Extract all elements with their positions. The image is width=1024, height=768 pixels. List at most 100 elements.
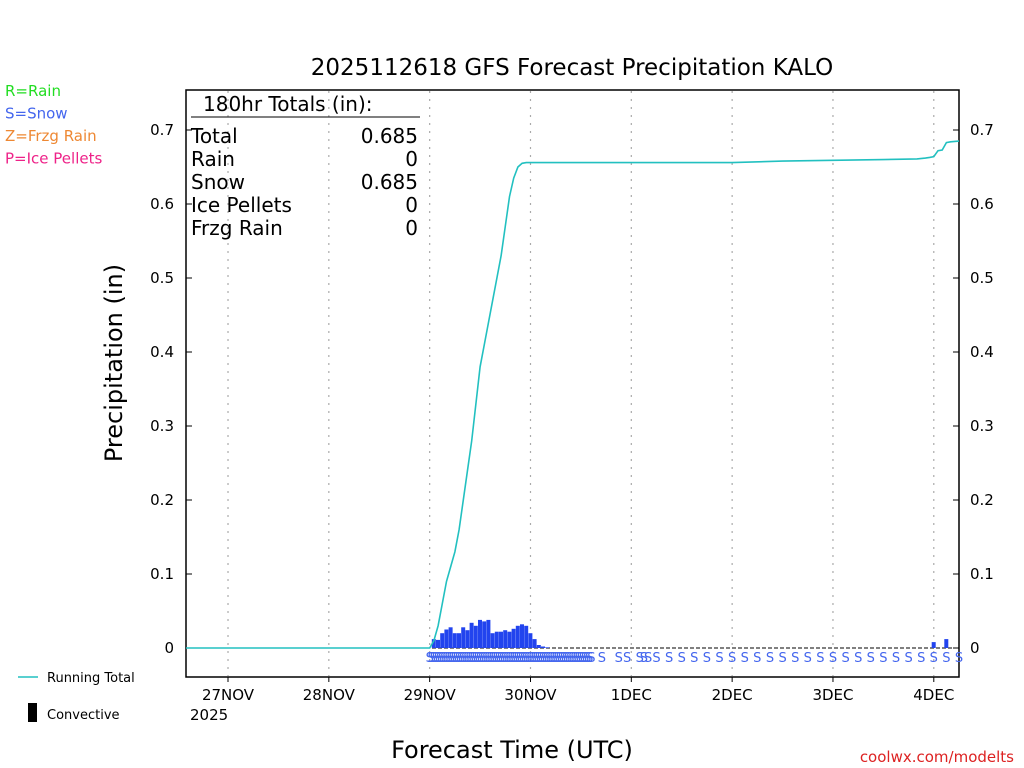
type-code-letter: S	[524, 651, 532, 666]
type-code-letter: S	[904, 651, 912, 666]
snow-bar	[490, 633, 495, 648]
y-tick-label-left: 0.6	[150, 195, 174, 213]
type-code-letter: S	[426, 651, 434, 666]
type-code-letter: S	[489, 651, 497, 666]
type-code-letter: S	[535, 651, 543, 666]
type-code-letter: S	[493, 651, 501, 666]
y-axis-label: Precipitation (in)	[100, 264, 128, 462]
type-code-letter: S	[554, 651, 562, 666]
type-code-letter: S	[518, 651, 526, 666]
convective-legend-label: Convective	[47, 708, 120, 723]
type-code-letter: S	[514, 651, 522, 666]
x-tick-label: 3DEC	[812, 686, 853, 704]
type-code-letter: S	[428, 651, 436, 666]
snow-bar	[486, 619, 491, 648]
type-code-letter: S	[499, 651, 507, 666]
snow-bar	[520, 624, 524, 648]
type-code-letter: S	[545, 651, 553, 666]
snow-bar	[452, 633, 457, 648]
x-tick-label: 2DEC	[712, 686, 753, 704]
totals-row-value: 0.685	[361, 170, 418, 194]
x-tick-label: 27NOV	[202, 686, 255, 704]
type-code-letter: S	[728, 651, 736, 666]
type-code-letter: S	[566, 651, 574, 666]
x-tick-label: 1DEC	[611, 686, 652, 704]
type-code-letter: S	[486, 651, 494, 666]
snow-bar	[528, 633, 533, 648]
type-code-letter: S	[457, 651, 465, 666]
type-code-letter: S	[455, 651, 463, 666]
type-code-letter: S	[816, 651, 824, 666]
type-code-letter: S	[468, 651, 476, 666]
totals-row-value: 0	[405, 193, 418, 217]
type-code-letter: S	[581, 651, 589, 666]
type-code-letter: S	[585, 651, 593, 666]
y-tick-label-right: 0.4	[970, 343, 994, 361]
y-tick-label-left: 0.7	[150, 121, 174, 139]
type-code-letter: S	[522, 651, 530, 666]
type-code-letter: S	[766, 651, 774, 666]
totals-row-label: Frzg Rain	[191, 216, 283, 240]
snow-bar	[931, 642, 936, 648]
type-legend-item: R=Rain	[5, 82, 61, 100]
type-code-letter: S	[690, 651, 698, 666]
type-code-letter: S	[665, 651, 673, 666]
type-code-letter: S	[867, 651, 875, 666]
type-code-letter: S	[533, 651, 541, 666]
y-tick-label-right: 0	[970, 639, 980, 657]
type-code-letter: S	[520, 651, 528, 666]
snow-bar	[457, 633, 461, 648]
running-total-legend-label: Running Total	[47, 671, 135, 686]
type-code-letter: S	[560, 651, 568, 666]
type-code-letter: S	[930, 651, 938, 666]
type-code-letter: S	[507, 651, 515, 666]
x-tick-label: 30NOV	[504, 686, 557, 704]
y-tick-label-right: 0.5	[970, 269, 994, 287]
type-code-letter: S	[579, 651, 587, 666]
type-code-letter: S	[503, 651, 511, 666]
type-code-letter: S	[568, 651, 576, 666]
type-code-letter: S	[741, 651, 749, 666]
snow-bar	[944, 639, 949, 648]
totals-row-value: 0	[405, 216, 418, 240]
snow-bar	[541, 646, 545, 648]
x-tick-label: 4DEC	[913, 686, 954, 704]
type-code-letter: S	[678, 651, 686, 666]
type-code-letter: S	[436, 651, 444, 666]
type-code-letter: S	[652, 651, 660, 666]
type-code-letter: S	[526, 651, 534, 666]
snow-bar	[461, 627, 466, 648]
snow-bar	[436, 639, 440, 648]
type-code-letter: S	[715, 651, 723, 666]
type-code-letter: S	[892, 651, 900, 666]
y-tick-label-right: 0.2	[970, 491, 994, 509]
type-code-letter: S	[474, 651, 482, 666]
type-code-letter: S	[583, 651, 591, 666]
type-code-letter: S	[442, 651, 450, 666]
x-axis: 27NOV 28NOV 29NOV 30NOV 1DEC 2DEC 3DEC 4DEC	[202, 677, 954, 704]
type-code-letter: S	[841, 651, 849, 666]
chart-title: 2025112618 GFS Forecast Precipitation KA…	[311, 55, 833, 81]
type-code-letter: S	[528, 651, 536, 666]
y-tick-label-left: 0.3	[150, 417, 174, 435]
snow-bar	[440, 633, 445, 648]
precip-type-legend: R=Rain S=Snow Z=Frzg Rain P=Ice Pellets	[5, 82, 102, 168]
type-code-letter: S	[453, 651, 461, 666]
type-legend-item: Z=Frzg Rain	[5, 127, 97, 145]
type-code-letter: S	[549, 651, 557, 666]
type-code-letter: S	[917, 651, 925, 666]
type-code-letter: S	[703, 651, 711, 666]
type-code-letter: S	[505, 651, 513, 666]
type-code-letter: S	[778, 651, 786, 666]
totals-row-label: Snow	[191, 170, 245, 194]
type-code-letter: S	[478, 651, 486, 666]
x-tick-label: 29NOV	[404, 686, 457, 704]
y-tick-label-left: 0.1	[150, 565, 174, 583]
totals-row-value: 0.685	[361, 124, 418, 148]
y-tick-label-right: 0.6	[970, 195, 994, 213]
snow-bar	[545, 647, 550, 648]
type-code-letter: S	[512, 651, 520, 666]
type-code-letter: S	[432, 651, 440, 666]
type-code-letter: S	[480, 651, 488, 666]
x-axis-label: Forecast Time (UTC)	[391, 736, 633, 764]
